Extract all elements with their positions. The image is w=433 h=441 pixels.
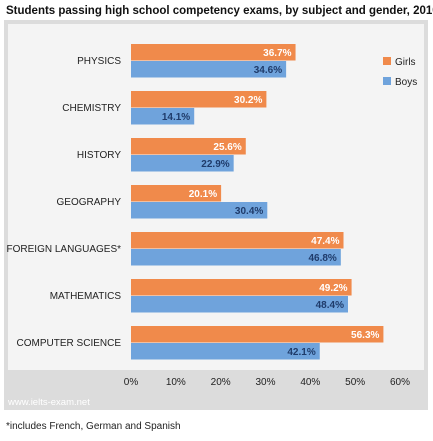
- bar-value-label: 48.4%: [316, 300, 344, 311]
- watermark-text: www.ielts-exam.net: [7, 397, 90, 408]
- bar-value-label: 30.4%: [235, 206, 263, 217]
- bar-girls: [131, 138, 246, 155]
- x-tick-label: 20%: [211, 377, 231, 388]
- bar-boys: [131, 343, 320, 360]
- category-label: CHEMISTRY: [62, 103, 121, 114]
- legend-label-girls: Girls: [395, 57, 416, 68]
- bar-girls: [131, 91, 267, 108]
- category-label: MATHEMATICS: [50, 291, 122, 302]
- bar-boys: [131, 61, 287, 78]
- bar-boys: [131, 249, 341, 266]
- bar-value-label: 14.1%: [162, 112, 190, 123]
- bar-boys: [131, 296, 348, 313]
- legend-swatch-girls: [383, 57, 391, 65]
- footnote: *includes French, German and Spanish: [6, 421, 181, 432]
- category-label: FOREIGN LANGUAGES*: [7, 244, 122, 255]
- category-label: PHYSICS: [77, 56, 121, 67]
- x-tick-label: 40%: [300, 377, 320, 388]
- bar-value-label: 22.9%: [201, 159, 229, 170]
- bar-value-label: 30.2%: [234, 95, 262, 106]
- bar-boys: [131, 108, 195, 125]
- bar-value-label: 42.1%: [287, 347, 315, 358]
- x-tick-label: 0%: [124, 377, 139, 388]
- legend: Girls Boys: [383, 57, 417, 88]
- bar-value-label: 20.1%: [189, 189, 217, 200]
- category-label: HISTORY: [77, 150, 121, 161]
- x-tick-label: 50%: [345, 377, 365, 388]
- category-label: COMPUTER SCIENCE: [17, 338, 122, 349]
- bar-boys: [131, 202, 268, 219]
- bar-girls: [131, 185, 222, 202]
- legend-swatch-boys: [383, 77, 391, 85]
- bar-value-label: 36.7%: [263, 48, 291, 59]
- bar-value-label: 25.6%: [213, 142, 241, 153]
- x-tick-label: 10%: [166, 377, 186, 388]
- bar-value-label: 46.8%: [308, 253, 336, 264]
- bar-value-label: 49.2%: [319, 283, 347, 294]
- x-tick-label: 60%: [390, 377, 410, 388]
- bar-value-label: 47.4%: [311, 236, 339, 247]
- bar-value-label: 56.3%: [351, 330, 379, 341]
- legend-label-boys: Boys: [395, 77, 417, 88]
- x-tick-label: 30%: [255, 377, 275, 388]
- bar-value-label: 34.6%: [254, 65, 282, 76]
- bar-girls: [131, 326, 384, 343]
- bar-girls: [131, 232, 344, 249]
- category-label: GEOGRAPHY: [57, 197, 122, 208]
- bar-girls: [131, 279, 352, 296]
- bar-boys: [131, 155, 234, 172]
- bar-girls: [131, 44, 296, 61]
- chart-title: Students passing high school competency …: [6, 5, 433, 17]
